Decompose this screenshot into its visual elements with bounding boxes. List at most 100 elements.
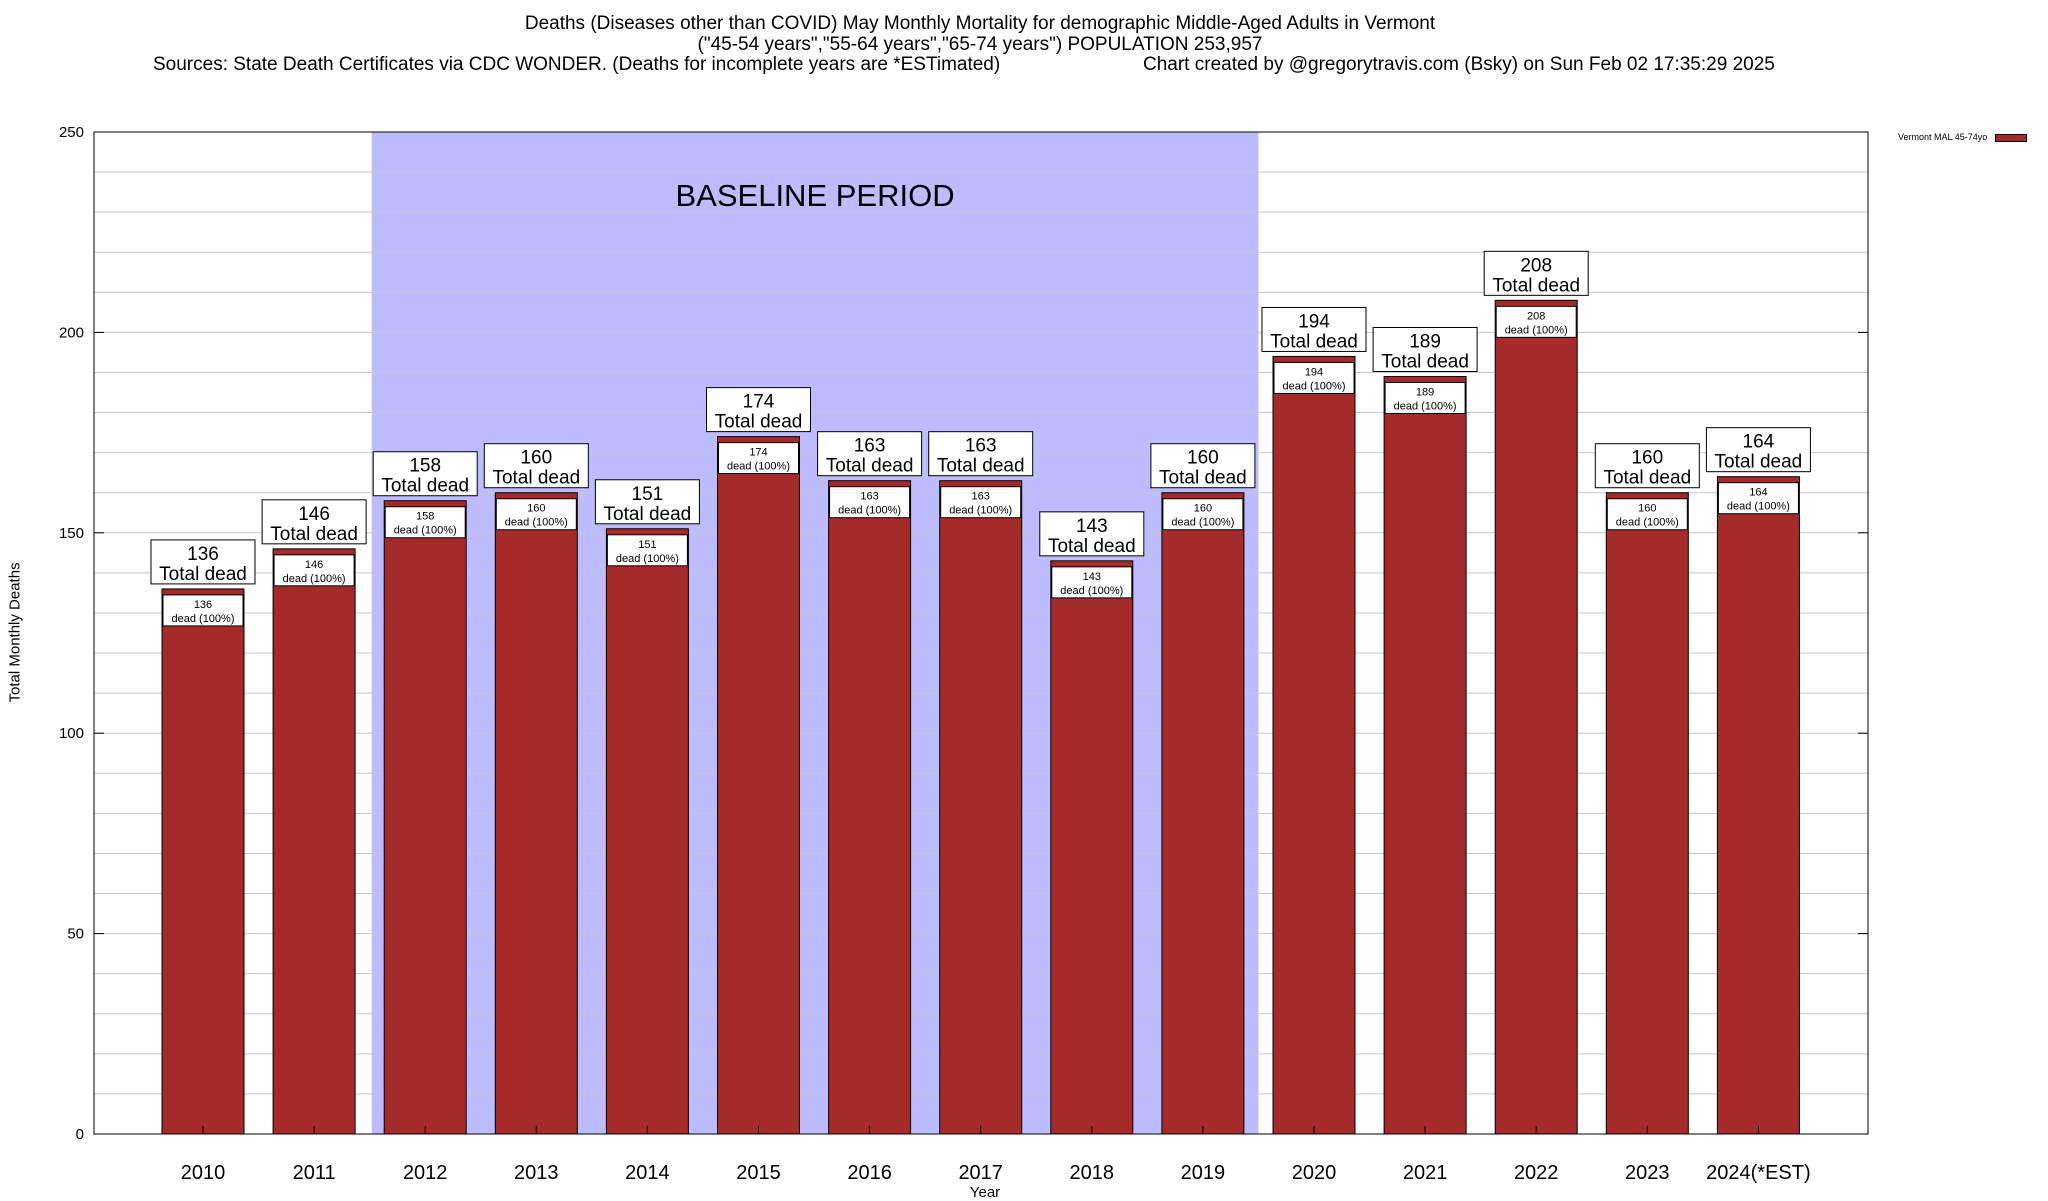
bar [1494,299,1578,1135]
bar-top-label-box [261,499,367,545]
x-tick-label: 2023 [1625,1162,1670,1184]
bar-total-label: Total dead [1715,452,1803,473]
bar-total-label: Total dead [1381,351,1469,372]
y-tick-label: 150 [59,525,84,542]
bar-top-label-box [483,443,589,489]
bar-value-label: 160 [1187,448,1219,469]
bar-total-label: Total dead [492,468,580,489]
bar-inner-percent-label: dead (100%) [172,613,235,625]
bar-inner-percent-label: dead (100%) [1171,517,1234,529]
bar-total-label: Total dead [826,456,914,477]
bar-total-label: Total dead [1048,536,1136,557]
bar [1272,355,1356,1135]
x-tick-label: 2022 [1514,1162,1559,1184]
bar-inner-percent-label: dead (100%) [1505,324,1568,336]
bar-value-label: 158 [409,456,441,477]
bar-total-label: Total dead [604,504,692,525]
bar-value-label: 208 [1520,255,1552,276]
bar-top-label-box [1594,443,1700,489]
bar-inner-value-label: 160 [527,503,545,515]
x-tick-label: 2018 [1070,1162,1115,1184]
bar-value-label: 189 [1409,331,1441,352]
chart-title-line-2: ("45-54 years","55-64 years","65-74 year… [697,34,1263,55]
bar-inner-value-label: 163 [972,491,990,503]
bar-inner-percent-label: dead (100%) [1060,585,1123,597]
bar-inner-percent-label: dead (100%) [283,573,346,585]
bar-inner-value-label: 143 [1083,571,1101,583]
bar-inner-label-box [718,442,799,475]
bar-top-label-box [817,431,923,477]
bar-inner-value-label: 163 [860,491,878,503]
bar-top-label-box [150,539,256,585]
bar [161,588,245,1135]
bar-top-label-box [594,479,700,525]
chart-credit: Chart created by @gregorytravis.com (Bsk… [1143,54,1775,75]
bar-inner-label-box [606,534,688,567]
bar [939,480,1023,1135]
bar-inner-label-box [384,506,466,539]
x-axis-label: Year [969,1184,1001,1201]
bar-inner-percent-label: dead (100%) [616,553,679,565]
bar-inner-label-box [829,486,911,519]
chart-source-note: Sources: State Death Certificates via CD… [153,54,1001,75]
bar-value-label: 160 [520,448,552,469]
bar-top-label-box [1705,427,1811,473]
bar-total-label: Total dead [937,456,1025,477]
bar-value-label: 160 [1631,448,1663,469]
bar-inner-label-box [1051,566,1133,599]
bar-total-label: Total dead [270,524,358,545]
bar-value-label: 146 [298,504,330,525]
x-tick-label: 2010 [181,1162,226,1184]
bar-inner-label-box [1717,482,1799,515]
bar-value-label: 163 [854,436,886,457]
bar-inner-label-box [273,554,355,587]
bar-inner-value-label: 158 [416,511,434,523]
bar-total-label: Total dead [159,564,247,585]
y-tick-label: 250 [59,124,84,141]
y-tick-label: 0 [76,1126,84,1143]
x-tick-label: 2016 [847,1162,892,1184]
bar [605,528,689,1135]
bar-value-label: 194 [1298,311,1330,332]
bar-inner-percent-label: dead (100%) [1616,517,1679,529]
bar-top-label-box [1150,443,1256,489]
bar-inner-value-label: 160 [1638,503,1656,515]
x-tick-label: 2019 [1181,1162,1226,1184]
legend: Vermont MAL 45-74yo [1898,132,2028,142]
bar-inner-label-box [1273,361,1355,394]
y-tick-label: 50 [67,926,84,943]
bar-inner-percent-label: dead (100%) [727,461,790,473]
bar [1050,560,1134,1135]
bar-inner-value-label: 151 [638,539,656,551]
bar-total-label: Total dead [1603,468,1691,489]
bar [494,492,578,1135]
x-tick-label: 2012 [403,1162,448,1184]
y-tick-label: 200 [59,324,84,341]
y-tick-label: 100 [59,725,84,742]
bar-inner-label-box [1495,305,1577,338]
bar [717,436,800,1135]
bar [1161,492,1245,1135]
bar-total-label: Total dead [381,476,469,497]
x-tick-label: 2011 [293,1162,336,1184]
y-axis-label: Total Monthly Deaths [6,562,24,703]
bar [828,480,912,1135]
bar-inner-value-label: 136 [194,599,212,611]
bar-inner-label-box [495,498,577,531]
bar-inner-percent-label: dead (100%) [1394,400,1457,412]
bar-value-label: 163 [965,436,997,457]
bar-value-label: 174 [743,392,775,413]
legend-swatch [1995,133,2028,142]
bar-value-label: 136 [187,544,219,565]
x-tick-label: 2021 [1403,1162,1448,1184]
bar-total-label: Total dead [1270,331,1358,352]
bar-total-label: Total dead [1492,275,1580,296]
bar-top-label-box [706,387,811,433]
bar [1383,375,1467,1135]
bar-total-label: Total dead [1159,468,1247,489]
baseline-period-label: BASELINE PERIOD [676,178,955,213]
x-tick-label: 2017 [958,1162,1003,1184]
bar-inner-value-label: 174 [749,447,767,459]
bar [1605,492,1689,1135]
